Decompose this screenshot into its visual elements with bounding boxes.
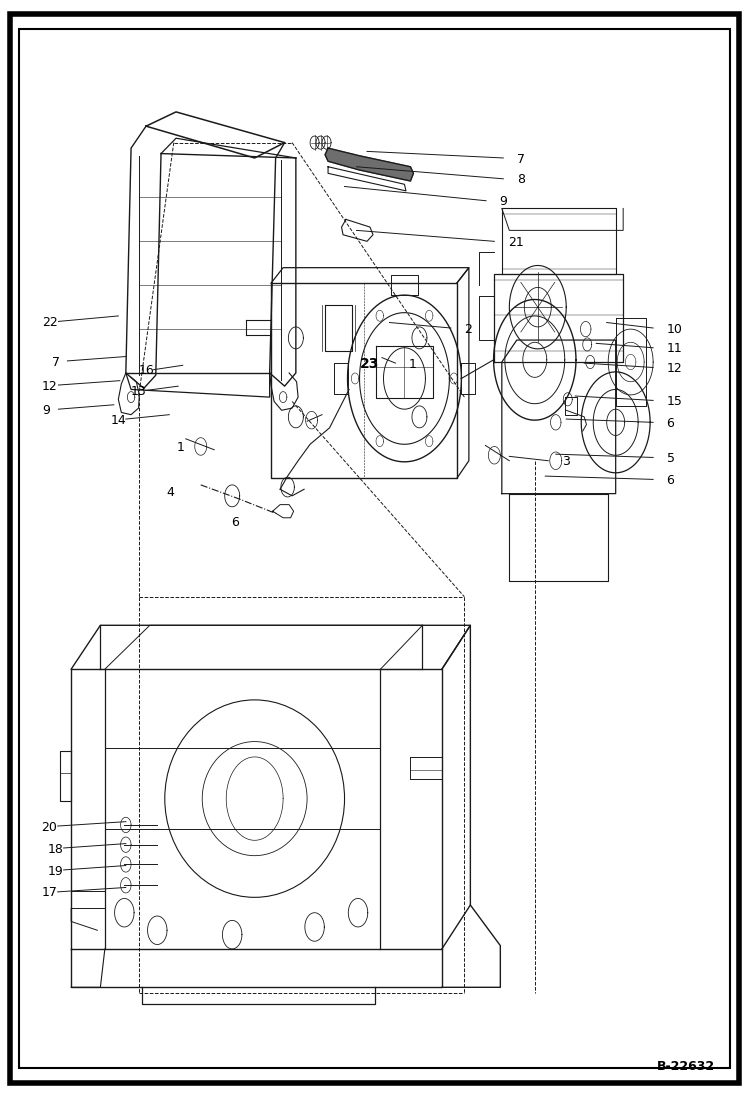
Text: 9: 9 bbox=[42, 404, 50, 417]
Text: 5: 5 bbox=[667, 452, 675, 465]
Text: 16: 16 bbox=[139, 364, 154, 377]
Text: 7: 7 bbox=[52, 355, 61, 369]
Text: 15: 15 bbox=[667, 395, 682, 408]
Text: 1: 1 bbox=[409, 358, 417, 371]
Text: 6: 6 bbox=[231, 516, 239, 529]
Text: 11: 11 bbox=[667, 342, 682, 355]
Text: 21: 21 bbox=[508, 236, 524, 249]
Polygon shape bbox=[325, 148, 413, 181]
Text: 14: 14 bbox=[111, 414, 127, 427]
Text: B-22632: B-22632 bbox=[657, 1060, 715, 1073]
Text: 19: 19 bbox=[47, 864, 63, 878]
Text: 13: 13 bbox=[130, 385, 146, 398]
Text: 2: 2 bbox=[464, 323, 473, 336]
Text: 6: 6 bbox=[667, 417, 675, 430]
Text: 8: 8 bbox=[517, 173, 525, 186]
Text: 1: 1 bbox=[177, 441, 185, 454]
Text: 23: 23 bbox=[360, 358, 379, 371]
Text: 18: 18 bbox=[47, 842, 63, 856]
Text: 6: 6 bbox=[667, 474, 675, 487]
Text: 7: 7 bbox=[517, 152, 525, 166]
Text: 12: 12 bbox=[667, 362, 682, 375]
Text: 20: 20 bbox=[41, 821, 57, 834]
Text: 9: 9 bbox=[499, 195, 507, 208]
Text: 17: 17 bbox=[41, 886, 57, 900]
Text: 12: 12 bbox=[42, 380, 58, 393]
Text: 22: 22 bbox=[42, 316, 58, 329]
Text: 4: 4 bbox=[166, 486, 175, 499]
Text: 10: 10 bbox=[667, 323, 682, 336]
Text: 3: 3 bbox=[562, 455, 570, 468]
